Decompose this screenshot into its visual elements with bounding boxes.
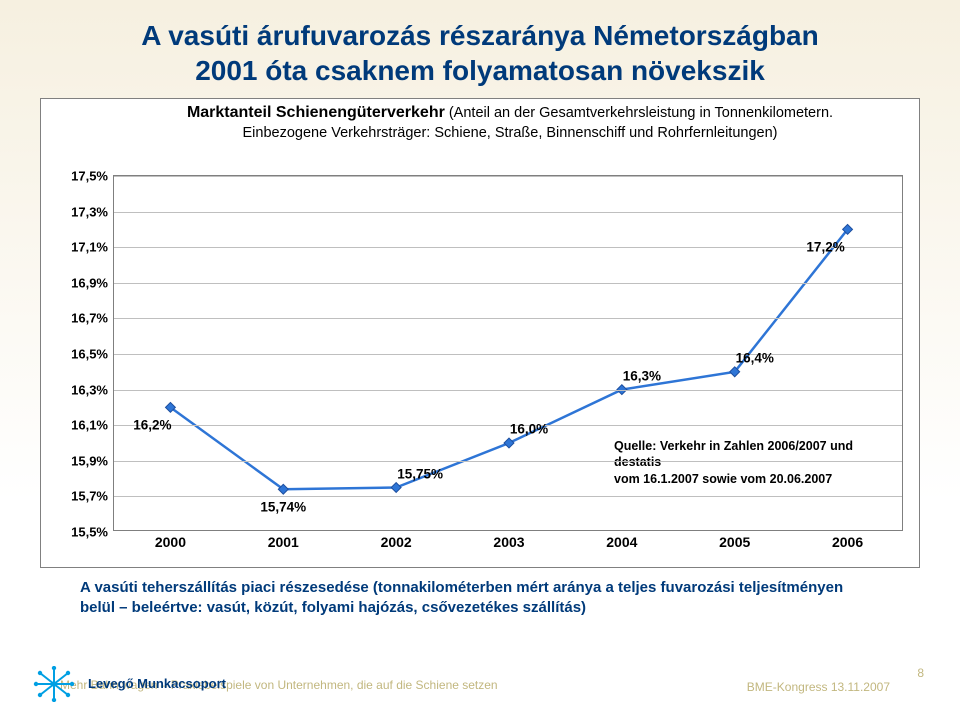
- data-point-label: 16,3%: [623, 368, 661, 383]
- chart-container: Marktanteil Schienengüterverkehr (Anteil…: [40, 98, 920, 568]
- chart-title: Marktanteil Schienengüterverkehr (Anteil…: [161, 103, 859, 143]
- y-axis-tick: 16,9%: [71, 275, 114, 290]
- y-axis-tick: 15,7%: [71, 489, 114, 504]
- y-axis-tick: 17,5%: [71, 169, 114, 184]
- gridline: [114, 318, 902, 319]
- y-axis-tick: 17,1%: [71, 240, 114, 255]
- page-number: 8: [917, 666, 924, 680]
- x-axis-tick: 2002: [381, 534, 412, 550]
- x-axis-tick: 2003: [493, 534, 524, 550]
- gridline: [114, 390, 902, 391]
- title-line-2: 2001 óta csaknem folyamatosan növekszik: [195, 55, 765, 86]
- y-axis-tick: 15,5%: [71, 525, 114, 540]
- slide-title: A vasúti árufuvarozás részaránya Németor…: [40, 18, 920, 88]
- y-axis-tick: 16,7%: [71, 311, 114, 326]
- gridline: [114, 212, 902, 213]
- gridline: [114, 354, 902, 355]
- chart-source-note: Quelle: Verkehr in Zahlen 2006/2007 und …: [614, 438, 902, 487]
- data-point-label: 17,2%: [806, 240, 844, 255]
- y-axis-tick: 16,3%: [71, 382, 114, 397]
- footer-logo-block: Levegő Munkacsoport: [30, 666, 226, 702]
- x-axis-tick: 2001: [268, 534, 299, 550]
- logo-icon: [30, 666, 78, 702]
- logo-text: Levegő Munkacsoport: [88, 677, 226, 691]
- data-point-label: 16,0%: [510, 422, 548, 437]
- x-axis-tick: 2004: [606, 534, 637, 550]
- chart-title-bold: Marktanteil Schienengüterverkehr: [187, 104, 445, 121]
- chart-caption: A vasúti teherszállítás piaci részesedés…: [80, 578, 880, 619]
- gridline: [114, 496, 902, 497]
- quelle-line-1: Quelle: Verkehr in Zahlen 2006/2007 und …: [614, 439, 853, 469]
- y-axis-tick: 15,9%: [71, 453, 114, 468]
- y-axis-tick: 16,1%: [71, 418, 114, 433]
- gridline: [114, 176, 902, 177]
- y-axis-tick: 17,3%: [71, 204, 114, 219]
- chart-plot-area: Quelle: Verkehr in Zahlen 2006/2007 und …: [113, 175, 903, 531]
- quelle-line-2: vom 16.1.2007 sowie vom 20.06.2007: [614, 472, 832, 486]
- gridline: [114, 461, 902, 462]
- x-axis-tick: 2006: [832, 534, 863, 550]
- gridline: [114, 425, 902, 426]
- footer-reference-2: BME-Kongress 13.11.2007: [747, 680, 890, 694]
- data-point-label: 15,75%: [397, 466, 443, 481]
- y-axis-tick: 16,5%: [71, 347, 114, 362]
- gridline: [114, 283, 902, 284]
- x-axis-tick: 2000: [155, 534, 186, 550]
- data-point-label: 16,2%: [133, 418, 171, 433]
- x-axis-tick: 2005: [719, 534, 750, 550]
- data-point-label: 15,74%: [260, 500, 306, 515]
- gridline: [114, 247, 902, 248]
- data-point-label: 16,4%: [736, 350, 774, 365]
- title-line-1: A vasúti árufuvarozás részaránya Németor…: [141, 20, 818, 51]
